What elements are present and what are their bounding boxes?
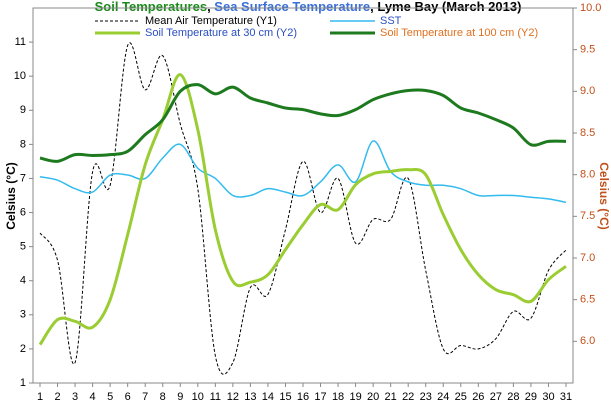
x-tick-label: 9 [177,391,183,403]
x-tick-label: 27 [490,391,502,403]
legend-label: Soil Temperature at 100 cm (Y2) [380,27,538,39]
x-tick-label: 21 [385,391,397,403]
y-tick-label: 9 [20,104,26,116]
x-tick-label: 14 [262,391,274,403]
x-tick-label: 24 [437,391,449,403]
x-tick-label: 22 [402,391,414,403]
y2-tick-label: 8.0 [580,169,595,181]
x-tick-label: 30 [542,391,554,403]
x-tick-label: 15 [279,391,291,403]
x-tick-label: 23 [420,391,432,403]
x-tick-label: 26 [472,391,484,403]
x-tick-label: 19 [349,391,361,403]
x-tick-label: 16 [297,391,309,403]
y2-tick-label: 7.0 [580,252,595,264]
title-part: Sea Surface Temperature [214,0,370,14]
legend-label: SST [380,15,402,27]
y-tick-label: 4 [20,275,26,287]
y-tick-label: 5 [20,241,26,253]
y-tick-label: 3 [20,309,26,321]
x-tick-label: 20 [367,391,379,403]
x-tick-label: 4 [90,391,96,403]
title-part: Soil Temperatures [95,0,207,14]
y-tick-label: 10 [14,70,26,82]
x-tick-label: 7 [142,391,148,403]
series-line [39,42,567,375]
x-tick-label: 29 [525,391,537,403]
title-part: , Lyme Bay (March 2013) [370,0,521,14]
x-tick-label: 6 [125,391,131,403]
series-line [39,83,567,163]
x-tick-label: 28 [507,391,519,403]
x-tick-label: 2 [54,391,60,403]
y-tick-label: 11 [15,36,26,48]
y-tick-label: 7 [20,172,26,184]
chart-title: Soil Temperatures, Sea Surface Temperatu… [95,0,522,14]
x-tick-label: 18 [332,391,344,403]
x-tick-label: 13 [244,391,256,403]
y-tick-label: 1 [20,377,26,389]
x-tick-label: 3 [72,391,78,403]
x-tick-label: 1 [37,391,43,403]
y2-tick-label: 6.0 [580,335,595,347]
x-tick-label: 31 [560,391,572,403]
y-tick-label: 8 [20,138,26,150]
x-tick-label: 11 [210,391,221,403]
x-tick-label: 5 [107,391,113,403]
y-tick-label: 6 [20,206,26,218]
y2-tick-label: 10.0 [580,2,601,14]
y2-axis-label: Celsius (°C) [597,162,611,229]
series-line [39,140,567,204]
x-tick-label: 8 [160,391,166,403]
y-axis-label: Celsius (°C) [4,162,18,229]
y2-tick-label: 8.5 [580,127,595,139]
y2-tick-label: 6.5 [580,294,595,306]
x-tick-label: 25 [455,391,467,403]
series-line [38,73,567,346]
x-tick-label: 12 [227,391,239,403]
y2-tick-label: 9.0 [580,85,595,97]
y2-tick-label: 9.5 [580,44,595,56]
legend-label: Mean Air Temperature (Y1) [145,15,277,27]
y2-tick-label: 7.5 [580,210,595,222]
legend-label: Soil Temperature at 30 cm (Y2) [145,27,297,39]
y-tick-label: 2 [20,343,26,355]
x-tick-label: 17 [314,391,326,403]
x-tick-label: 10 [192,391,204,403]
title-part: , [207,0,214,14]
